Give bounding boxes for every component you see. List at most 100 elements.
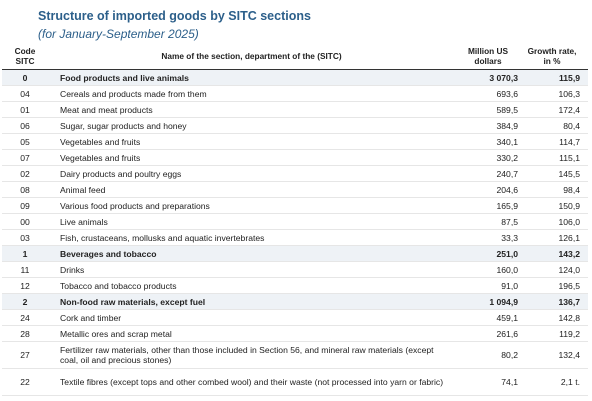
cell-name: Food products and live animals	[48, 69, 455, 86]
table-row: 08 Animal feed 204,6 98,4	[2, 181, 588, 198]
section-row: 0 Food products and live animals 3 070,3 11…	[2, 69, 588, 86]
table-row: 12 Tobacco and tobacco products 91,0 196,5	[2, 277, 588, 294]
imports-table: Code SITC Name of the section, departmen…	[2, 44, 588, 396]
section-row: 2 Non-food raw materials, except fuel 1 09…	[2, 293, 588, 310]
cell-name: Vegetables and fruits	[48, 149, 455, 166]
table-row: 04 Cereals and products made from them 693…	[2, 85, 588, 102]
cell-usd: 74,1	[455, 368, 521, 396]
cell-name: Cereals and products made from them	[48, 85, 455, 102]
cell-growth: 115,1	[521, 149, 588, 166]
cell-code: 08	[2, 181, 48, 198]
cell-name: Fish, crustaceans, mollusks and aquatic …	[48, 229, 455, 246]
table-row: 00 Live animals 87,5 106,0	[2, 213, 588, 230]
cell-code: 06	[2, 117, 48, 134]
cell-growth: 145,5	[521, 165, 588, 182]
cell-growth: 172,4	[521, 101, 588, 118]
cell-name: Fertilizer raw materials, other than tho…	[48, 341, 455, 369]
cell-growth: 196,5	[521, 277, 588, 294]
cell-usd: 459,1	[455, 309, 521, 326]
cell-code: 28	[2, 325, 48, 342]
table-row: 02 Dairy products and poultry eggs 240,7 14…	[2, 165, 588, 182]
cell-usd: 340,1	[455, 133, 521, 150]
cell-code: 11	[2, 261, 48, 278]
cell-growth: 124,0	[521, 261, 588, 278]
cell-usd: 204,6	[455, 181, 521, 198]
cell-usd: 589,5	[455, 101, 521, 118]
cell-growth: 136,7	[521, 293, 588, 310]
cell-usd: 251,0	[455, 245, 521, 262]
cell-name: Various food products and preparations	[48, 197, 455, 214]
cell-code: 22	[2, 368, 48, 396]
cell-usd: 33,3	[455, 229, 521, 246]
table-row: 05 Vegetables and fruits 340,1 114,7	[2, 133, 588, 150]
cell-growth: 115,9	[521, 69, 588, 86]
cell-code: 01	[2, 101, 48, 118]
header-name: Name of the section, department of the (…	[48, 44, 455, 70]
cell-usd: 693,6	[455, 85, 521, 102]
cell-growth: 132,4	[521, 341, 588, 369]
cell-name: Animal feed	[48, 181, 455, 198]
cell-code: 12	[2, 277, 48, 294]
section-row: 1 Beverages and tobacco 251,0 143,2	[2, 245, 588, 262]
cell-usd: 1 094,9	[455, 293, 521, 310]
cell-code: 2	[2, 293, 48, 310]
table-row: 27 Fertilizer raw materials, other than t…	[2, 341, 588, 369]
cell-name: Live animals	[48, 213, 455, 230]
table-row: 24 Cork and timber 459,1 142,8	[2, 309, 588, 326]
cell-code: 27	[2, 341, 48, 369]
table-row: 09 Various food products and preparations…	[2, 197, 588, 214]
page-title: Structure of imported goods by SITC sect…	[38, 9, 311, 23]
cell-name: Beverages and tobacco	[48, 245, 455, 262]
cell-code: 07	[2, 149, 48, 166]
cell-code: 04	[2, 85, 48, 102]
table-row: 11 Drinks 160,0 124,0	[2, 261, 588, 278]
cell-usd: 165,9	[455, 197, 521, 214]
cell-name: Drinks	[48, 261, 455, 278]
cell-usd: 87,5	[455, 213, 521, 230]
cell-code: 09	[2, 197, 48, 214]
cell-growth: 80,4	[521, 117, 588, 134]
header-code: Code SITC	[2, 44, 48, 70]
header-growth: Growth rate, in %	[521, 44, 588, 70]
cell-name: Sugar, sugar products and honey	[48, 117, 455, 134]
table-header-row: Code SITC Name of the section, departmen…	[2, 44, 588, 70]
table-row: 07 Vegetables and fruits 330,2 115,1	[2, 149, 588, 166]
cell-code: 0	[2, 69, 48, 86]
cell-code: 00	[2, 213, 48, 230]
cell-usd: 384,9	[455, 117, 521, 134]
table-row: 06 Sugar, sugar products and honey 384,9 80…	[2, 117, 588, 134]
table-row: 22 Textile fibres (except tops and other …	[2, 368, 588, 396]
cell-usd: 240,7	[455, 165, 521, 182]
cell-usd: 261,6	[455, 325, 521, 342]
table-row: 28 Metallic ores and scrap metal 261,6 119,…	[2, 325, 588, 342]
cell-growth: 143,2	[521, 245, 588, 262]
cell-growth: 119,2	[521, 325, 588, 342]
cell-growth: 98,4	[521, 181, 588, 198]
cell-growth: 150,9	[521, 197, 588, 214]
cell-usd: 3 070,3	[455, 69, 521, 86]
cell-name: Vegetables and fruits	[48, 133, 455, 150]
cell-usd: 91,0	[455, 277, 521, 294]
header-usd: Million US dollars	[455, 44, 521, 70]
table-row: 01 Meat and meat products 589,5 172,4	[2, 101, 588, 118]
cell-code: 02	[2, 165, 48, 182]
cell-name: Tobacco and tobacco products	[48, 277, 455, 294]
cell-growth: 2,1 t.	[521, 368, 588, 396]
cell-growth: 106,0	[521, 213, 588, 230]
cell-usd: 160,0	[455, 261, 521, 278]
cell-name: Dairy products and poultry eggs	[48, 165, 455, 182]
table-row: 03 Fish, crustaceans, mollusks and aquati…	[2, 229, 588, 246]
cell-name: Meat and meat products	[48, 101, 455, 118]
cell-name: Textile fibres (except tops and other co…	[48, 368, 455, 396]
cell-usd: 80,2	[455, 341, 521, 369]
table-body: 0 Food products and live animals 3 070,3 11…	[2, 69, 588, 396]
page-subtitle: (for January-September 2025)	[38, 27, 199, 41]
cell-name: Metallic ores and scrap metal	[48, 325, 455, 342]
cell-code: 03	[2, 229, 48, 246]
cell-growth: 114,7	[521, 133, 588, 150]
cell-growth: 106,3	[521, 85, 588, 102]
cell-growth: 142,8	[521, 309, 588, 326]
cell-code: 1	[2, 245, 48, 262]
cell-usd: 330,2	[455, 149, 521, 166]
